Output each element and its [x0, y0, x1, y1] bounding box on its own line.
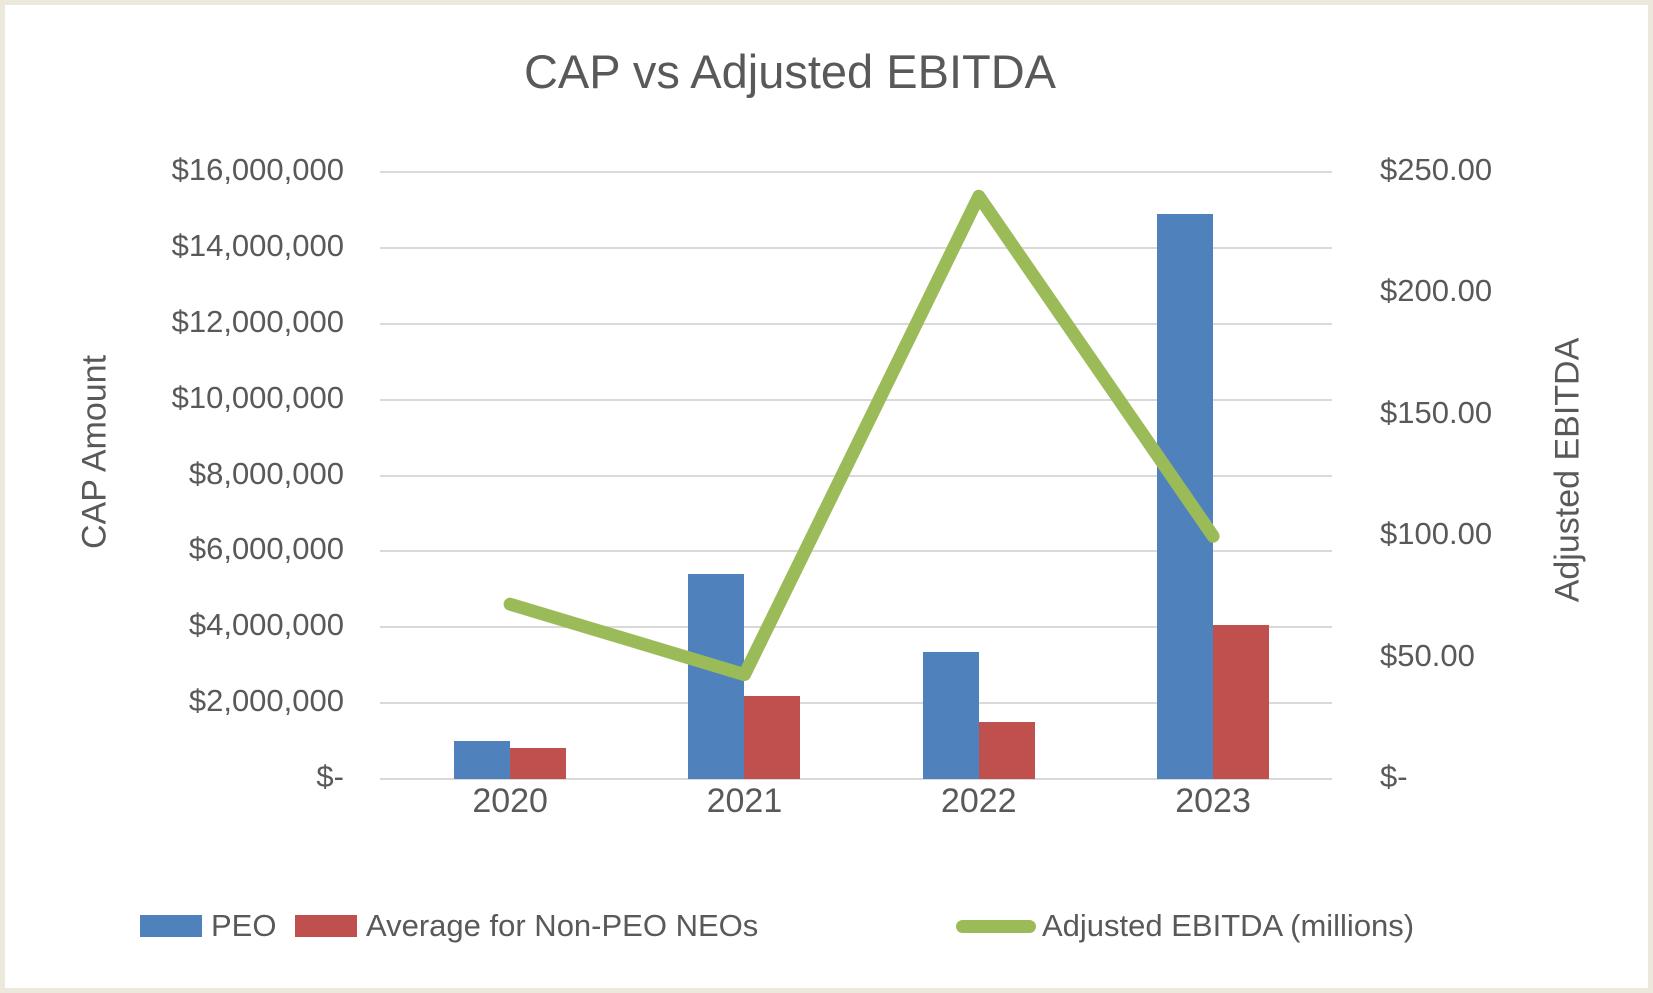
right-axis-title: Adjusted EBITDA	[1548, 337, 1587, 603]
x-axis-label-2023: 2023	[1175, 782, 1251, 820]
left-axis-tick-label: $4,000,000	[188, 607, 344, 643]
legend-label-peo: PEO	[211, 908, 277, 943]
bar-peo-2021	[688, 574, 745, 779]
left-axis-tick-label: $10,000,000	[171, 379, 344, 415]
legend-item-non-peo: Average for Non-PEO NEOs	[295, 903, 758, 949]
x-axis-label-2022: 2022	[940, 782, 1017, 820]
legend-label-non-peo: Average for Non-PEO NEOs	[366, 908, 759, 943]
bar-peo-2023	[1157, 213, 1214, 779]
left-axis-tick-label: $8,000,000	[188, 455, 344, 491]
left-axis-tick-label: $14,000,000	[171, 227, 344, 263]
bar-non-peo-2020	[510, 747, 567, 779]
left-axis-tick-label: $12,000,000	[171, 303, 344, 339]
left-axis-tick-label: $2,000,000	[188, 683, 344, 719]
ebitda-line	[503, 189, 1220, 682]
legend-label-ebitda: Adjusted EBITDA (millions)	[1042, 908, 1415, 943]
left-axis-tick-label: $16,000,000	[171, 152, 344, 187]
bar-non-peo-2021	[744, 695, 801, 779]
bar-non-peo-2022	[978, 722, 1035, 779]
bar-non-peo-2023	[1213, 625, 1270, 779]
left-axis-tick-label: $-	[316, 759, 344, 794]
right-axis-tick-label: $50.00	[1380, 637, 1475, 673]
legend-swatch-peo-bar	[140, 915, 202, 937]
gridline	[380, 171, 1332, 173]
right-axis-tick-label: $250.00	[1380, 152, 1493, 187]
bar-peo-2020	[454, 741, 511, 779]
right-axis-tick-label: $150.00	[1380, 394, 1493, 430]
left-axis-title: CAP Amount	[75, 354, 114, 550]
chart-title: CAP vs Adjusted EBITDA	[523, 45, 1057, 98]
right-axis-tick-label: $100.00	[1380, 516, 1493, 552]
legend-item-ebitda: Adjusted EBITDA (millions)	[956, 903, 1414, 949]
x-axis-label-2021: 2021	[706, 782, 783, 820]
gridline	[380, 702, 1332, 705]
left-axis-tick-label: $6,000,000	[188, 531, 344, 567]
right-axis-tick-label: $200.00	[1380, 273, 1493, 309]
bar-peo-2022	[922, 651, 979, 779]
x-axis-line	[380, 778, 1332, 780]
legend: PEO Average for Non-PEO NEOs Adjusted EBIT…	[0, 903, 1653, 949]
legend-swatch-ebitda-line	[956, 919, 1036, 933]
right-axis-tick-label: $-	[1380, 759, 1408, 794]
legend-swatch-non-peo-bar	[295, 915, 357, 937]
x-axis-label-2020: 2020	[472, 782, 548, 820]
legend-item-peo: PEO	[140, 903, 276, 949]
